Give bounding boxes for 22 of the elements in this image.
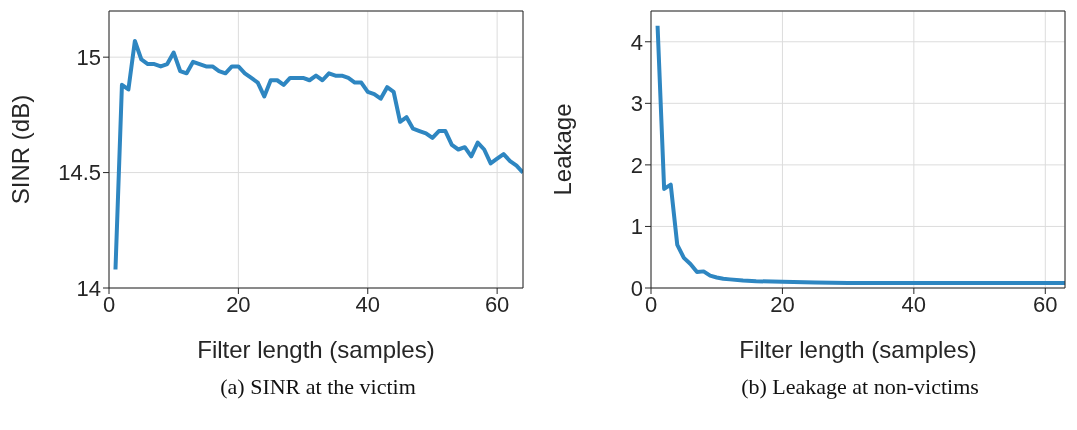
y-tick-label: 15 [76, 44, 101, 70]
x-tick-label: 40 [901, 291, 927, 317]
x-tick-label: 20 [770, 291, 795, 317]
x-tick-label: 60 [484, 291, 510, 317]
y-tick-label: 0 [630, 275, 643, 301]
y-tick-label: 2 [630, 152, 643, 178]
x-axis-title: Filter length (samples) [197, 336, 435, 363]
y-tick-label: 3 [630, 91, 643, 117]
x-tick-label: 20 [226, 291, 251, 317]
y-axis-title: SINR (dB) [6, 94, 34, 205]
x-axis-title: Filter length (samples) [739, 336, 977, 363]
y-axis-title: Leakage [548, 103, 576, 196]
y-tick-label: 14 [76, 275, 101, 301]
text: (b) Leakage at non-victims [740, 374, 980, 400]
text: (a) SINR at the victim [219, 374, 417, 400]
y-tick-label: 14.5 [58, 160, 101, 186]
line-series [113, 39, 523, 272]
line-series [655, 23, 1065, 286]
x-tick-label: 40 [355, 291, 380, 317]
y-tick-label: 4 [630, 29, 643, 55]
y-tick-label: 1 [630, 214, 643, 240]
x-tick-label: 60 [1033, 291, 1058, 317]
